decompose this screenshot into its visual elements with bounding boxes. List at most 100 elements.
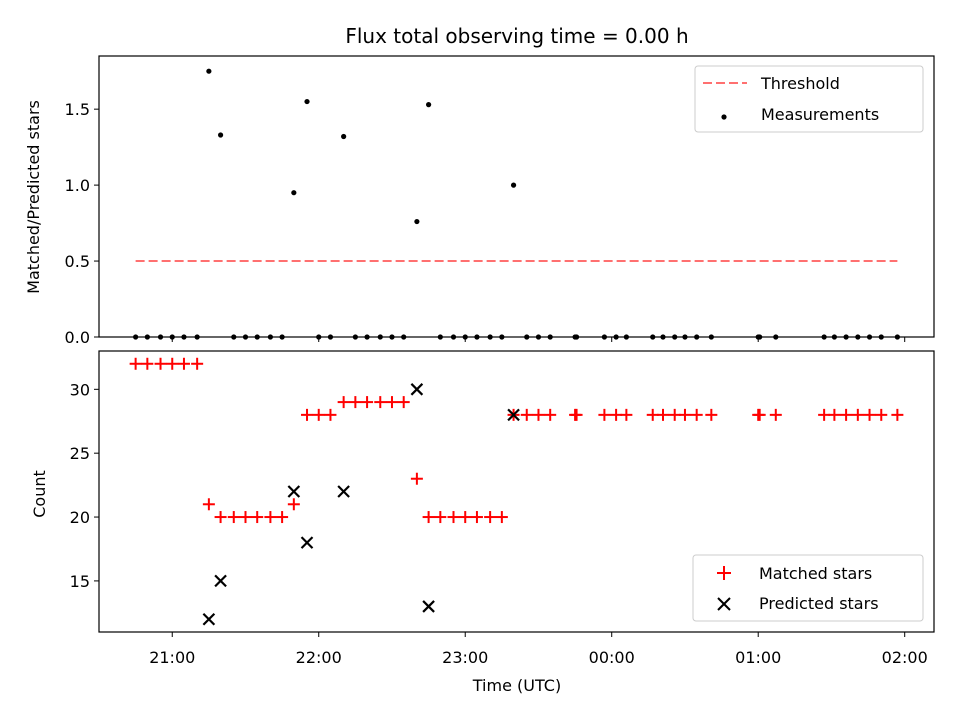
x-tick-label: 22:00 <box>296 648 342 667</box>
measurement-point <box>291 190 297 196</box>
ratio-y-label: Matched/Predicted stars <box>24 100 43 294</box>
matched-star-point <box>177 357 190 370</box>
count-y-label: Count <box>30 470 49 518</box>
matched-star-point <box>646 408 659 421</box>
matched-legend-swatch <box>717 566 731 580</box>
matched-star-point <box>202 498 215 511</box>
measurement-point <box>510 182 517 188</box>
predicted-star-point <box>214 574 227 588</box>
measurement-point <box>426 102 432 108</box>
predicted-legend-swatch <box>717 597 731 611</box>
matched-star-point <box>459 511 472 524</box>
matched-star-point <box>863 408 876 421</box>
predicted-star-point <box>422 600 435 613</box>
matched-star-point <box>349 396 362 409</box>
threshold-legend-label: Threshold <box>760 74 840 93</box>
predicted-star-point <box>202 612 216 626</box>
ratio-y-tick-label: 1.0 <box>65 176 90 195</box>
matched-star-point <box>891 408 904 421</box>
matched-star-point <box>818 408 831 421</box>
measurement-point <box>341 133 347 140</box>
measurement-point <box>304 98 310 105</box>
matched-star-point <box>447 511 460 524</box>
ratio-y-tick-label: 0.5 <box>65 252 90 271</box>
matched-star-point <box>532 408 545 421</box>
count-y-tick-label: 20 <box>70 508 90 527</box>
count-y-tick-label: 30 <box>70 380 90 399</box>
matched-star-point <box>287 498 300 511</box>
predicted-star-point <box>410 383 424 396</box>
matched-star-point <box>397 396 410 409</box>
x-tick-label: 00:00 <box>589 648 635 667</box>
matched-star-point <box>690 408 703 421</box>
measurement-point <box>206 68 212 74</box>
matched-star-point <box>385 396 398 409</box>
count-axes-frame <box>98 350 935 633</box>
x-tick-label: 21:00 <box>149 648 195 667</box>
matched-star-point <box>141 357 154 370</box>
predicted-star-point <box>337 485 350 498</box>
ratio-plot-area <box>133 68 900 340</box>
matched-star-point <box>264 511 277 524</box>
matched-star-point <box>410 472 423 485</box>
matched-star-point <box>495 511 508 524</box>
measurement-point <box>217 132 224 138</box>
count-legend-box <box>692 554 924 622</box>
chart-title: Flux total observing time = 0.00 h <box>345 24 688 48</box>
matched-star-point <box>544 408 557 421</box>
matched-star-point <box>769 408 782 421</box>
matched-star-point <box>129 357 142 370</box>
matched-star-point <box>361 396 374 409</box>
predicted-star-point <box>300 536 314 549</box>
ratio-y-tick-label: 1.5 <box>65 100 90 119</box>
matched-star-point <box>276 511 289 524</box>
ratio-panel: 0.0 0.5 1.0 1.5 Matched/Predicted stars Thr… <box>24 55 935 347</box>
x-tick-label: 02:00 <box>882 648 928 667</box>
matched-star-point <box>851 408 864 421</box>
measurement-point <box>414 218 420 225</box>
matched-star-point <box>678 408 691 421</box>
matched-star-point <box>656 408 669 421</box>
count-legend: Matched stars Predicted stars <box>692 554 924 622</box>
ratio-legend-box <box>694 65 924 133</box>
ratio-x-ticks <box>171 337 906 342</box>
predicted-legend-label: Predicted stars <box>759 594 879 613</box>
matched-star-point <box>324 408 337 421</box>
matched-star-point <box>610 408 623 421</box>
matched-star-point <box>840 408 853 421</box>
matched-star-point <box>705 408 718 421</box>
matched-star-point <box>191 357 204 370</box>
matched-star-point <box>620 408 633 421</box>
matched-star-point <box>570 408 583 421</box>
ratio-legend: Threshold Measurements <box>694 65 924 133</box>
matched-star-point <box>214 511 227 524</box>
matched-star-point <box>166 357 179 370</box>
matched-star-point <box>484 511 497 524</box>
matched-star-point <box>875 408 888 421</box>
predicted-star-point <box>287 485 301 498</box>
count-x-axis: 21:00 22:00 23:00 00:00 01:00 02:00 <box>149 632 928 667</box>
matched-star-point <box>251 511 264 524</box>
count-y-tick-label: 25 <box>70 444 90 463</box>
matched-star-point <box>374 396 387 409</box>
matched-star-point <box>239 511 252 524</box>
matched-star-point <box>434 511 447 524</box>
ratio-axes-frame <box>98 55 935 338</box>
count-y-axis: 15 20 25 30 <box>70 380 99 591</box>
matched-star-point <box>154 357 167 370</box>
predicted-star-point <box>507 408 520 422</box>
matched-star-point <box>337 396 350 409</box>
ratio-y-tick-label: 0.0 <box>65 328 90 347</box>
matched-star-point <box>668 408 681 421</box>
count-y-tick-label: 15 <box>70 572 90 591</box>
matched-star-point <box>598 408 611 421</box>
matched-star-point <box>312 408 325 421</box>
x-tick-label: 23:00 <box>442 648 488 667</box>
x-tick-label: 01:00 <box>735 648 781 667</box>
matched-star-point <box>227 511 240 524</box>
matched-star-point <box>753 408 766 421</box>
matched-star-point <box>301 408 314 421</box>
measurements-legend-swatch <box>721 114 727 120</box>
